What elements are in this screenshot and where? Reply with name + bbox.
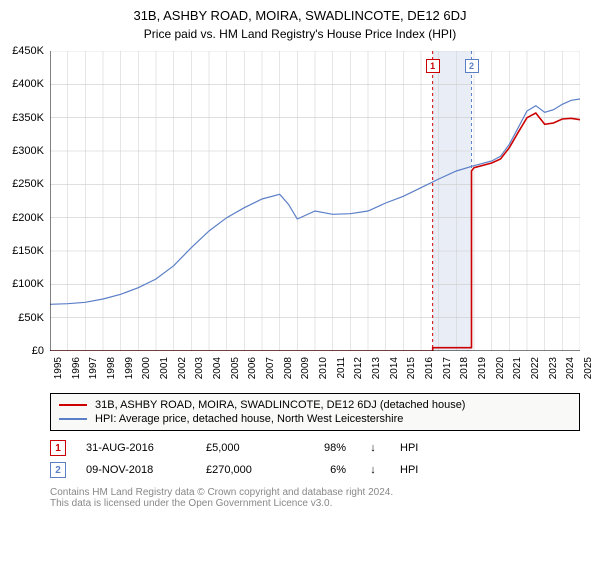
x-tick-label: 2000 [141, 357, 152, 379]
x-tick-label: 2004 [212, 357, 223, 379]
legend-row: HPI: Average price, detached house, Nort… [59, 412, 571, 426]
legend-row: 31B, ASHBY ROAD, MOIRA, SWADLINCOTE, DE1… [59, 398, 571, 412]
x-tick-label: 2015 [406, 357, 417, 379]
x-tick-label: 2023 [548, 357, 559, 379]
x-tick-label: 2025 [583, 357, 594, 379]
x-tick-label: 2019 [477, 357, 488, 379]
price-chart [50, 51, 580, 351]
marker-row: 1 31-AUG-2016 £5,000 98% ↓ HPI [50, 437, 580, 459]
marker-badge: 1 [50, 440, 66, 456]
x-tick-label: 2007 [265, 357, 276, 379]
x-tick-label: 2017 [442, 357, 453, 379]
x-tick-label: 1995 [53, 357, 64, 379]
legend-swatch [59, 418, 87, 420]
marker-vs-label: HPI [400, 464, 580, 476]
x-tick-label: 2024 [565, 357, 576, 379]
x-tick-label: 2012 [353, 357, 364, 379]
marker-vs-label: HPI [400, 442, 580, 454]
x-tick-label: 2006 [247, 357, 258, 379]
x-tick-label: 1997 [88, 357, 99, 379]
x-tick-label: 2010 [318, 357, 329, 379]
y-axis-ticks: £0£50K£100K£150K£200K£250K£300K£350K£400… [0, 51, 48, 351]
marker-pct: 98% [306, 442, 346, 454]
page-title: 31B, ASHBY ROAD, MOIRA, SWADLINCOTE, DE1… [0, 8, 600, 23]
x-tick-label: 2011 [336, 357, 347, 379]
x-tick-label: 2018 [459, 357, 470, 379]
x-tick-label: 1999 [124, 357, 135, 379]
x-tick-label: 1998 [106, 357, 117, 379]
x-tick-label: 2002 [177, 357, 188, 379]
legend-label: 31B, ASHBY ROAD, MOIRA, SWADLINCOTE, DE1… [95, 399, 465, 411]
y-tick-label: £100K [12, 278, 44, 290]
footer-line-1: Contains HM Land Registry data © Crown c… [50, 487, 580, 498]
footer-attribution: Contains HM Land Registry data © Crown c… [50, 487, 580, 509]
y-tick-label: £200K [12, 212, 44, 224]
y-tick-label: £400K [12, 78, 44, 90]
marker-badge: 2 [50, 462, 66, 478]
y-tick-label: £350K [12, 112, 44, 124]
y-tick-label: £300K [12, 145, 44, 157]
marker-price: £5,000 [206, 442, 286, 454]
marker-price: £270,000 [206, 464, 286, 476]
down-arrow-icon: ↓ [366, 442, 380, 454]
x-tick-label: 2016 [424, 357, 435, 379]
y-tick-label: £250K [12, 178, 44, 190]
legend: 31B, ASHBY ROAD, MOIRA, SWADLINCOTE, DE1… [50, 393, 580, 431]
x-tick-label: 2013 [371, 357, 382, 379]
sale-marker-table: 1 31-AUG-2016 £5,000 98% ↓ HPI 2 09-NOV-2018 £27… [50, 437, 580, 481]
y-tick-label: £50K [18, 312, 44, 324]
y-tick-label: £150K [12, 245, 44, 257]
x-tick-label: 2001 [159, 357, 170, 379]
x-tick-label: 1996 [71, 357, 82, 379]
legend-swatch [59, 404, 87, 406]
chart-marker-badge: 2 [465, 59, 479, 73]
marker-date: 09-NOV-2018 [86, 464, 186, 476]
legend-label: HPI: Average price, detached house, Nort… [95, 413, 403, 425]
x-tick-label: 2009 [300, 357, 311, 379]
marker-pct: 6% [306, 464, 346, 476]
x-tick-label: 2014 [389, 357, 400, 379]
x-tick-label: 2005 [230, 357, 241, 379]
chart-area: 12 [50, 51, 580, 351]
x-tick-label: 2022 [530, 357, 541, 379]
x-tick-label: 2020 [495, 357, 506, 379]
x-tick-label: 2008 [283, 357, 294, 379]
footer-line-2: This data is licensed under the Open Gov… [50, 498, 580, 509]
chart-marker-badge: 1 [426, 59, 440, 73]
x-tick-label: 2003 [194, 357, 205, 379]
marker-row: 2 09-NOV-2018 £270,000 6% ↓ HPI [50, 459, 580, 481]
y-tick-label: £0 [32, 345, 44, 357]
down-arrow-icon: ↓ [366, 464, 380, 476]
y-tick-label: £450K [12, 45, 44, 57]
page-subtitle: Price paid vs. HM Land Registry's House … [0, 27, 600, 41]
x-tick-label: 2021 [512, 357, 523, 379]
marker-date: 31-AUG-2016 [86, 442, 186, 454]
x-axis-ticks: 1995 1996 1997 1998 1999 2000 2001 2002 2003 2004… [50, 357, 580, 391]
